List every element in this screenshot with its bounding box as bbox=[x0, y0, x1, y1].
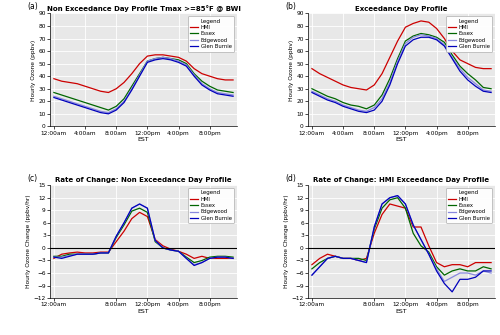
X-axis label: EST: EST bbox=[396, 137, 407, 142]
Legend: HMI, Essex, Edgewood, Glen Burnie: HMI, Essex, Edgewood, Glen Burnie bbox=[446, 16, 492, 52]
Title: Rate of Change: Non Exceedance Day Profile: Rate of Change: Non Exceedance Day Profi… bbox=[55, 177, 232, 183]
Legend: HMI, Essex, Edgewood, Glen Burnie: HMI, Essex, Edgewood, Glen Burnie bbox=[446, 188, 492, 223]
Legend: HMI, Essex, Edgewood, Glen Burnie: HMI, Essex, Edgewood, Glen Burnie bbox=[188, 16, 234, 52]
Legend: HMI, Essex, Edgewood, Glen Burnie: HMI, Essex, Edgewood, Glen Burnie bbox=[188, 188, 234, 223]
X-axis label: EST: EST bbox=[396, 309, 407, 314]
Y-axis label: Hourly Ozone Change (ppbv/hr): Hourly Ozone Change (ppbv/hr) bbox=[26, 195, 31, 288]
Text: (d): (d) bbox=[286, 174, 296, 183]
Y-axis label: Hourly Ozone Change (ppbv/hr): Hourly Ozone Change (ppbv/hr) bbox=[284, 195, 289, 288]
Y-axis label: Hourly Ozone (ppbv): Hourly Ozone (ppbv) bbox=[288, 39, 294, 100]
X-axis label: EST: EST bbox=[138, 309, 149, 314]
X-axis label: EST: EST bbox=[138, 137, 149, 142]
Title: Non Exceedance Day Profile Tmax >=85°F @ BWI: Non Exceedance Day Profile Tmax >=85°F @… bbox=[46, 5, 240, 12]
Title: Exceedance Day Profile: Exceedance Day Profile bbox=[356, 6, 448, 12]
Y-axis label: Hourly Ozone (ppbv): Hourly Ozone (ppbv) bbox=[30, 39, 36, 100]
Title: Rate of Change: HMI Exceedance Day Profile: Rate of Change: HMI Exceedance Day Profi… bbox=[314, 177, 490, 183]
Text: (b): (b) bbox=[286, 2, 296, 11]
Text: (a): (a) bbox=[28, 2, 38, 11]
Text: (c): (c) bbox=[28, 174, 38, 183]
